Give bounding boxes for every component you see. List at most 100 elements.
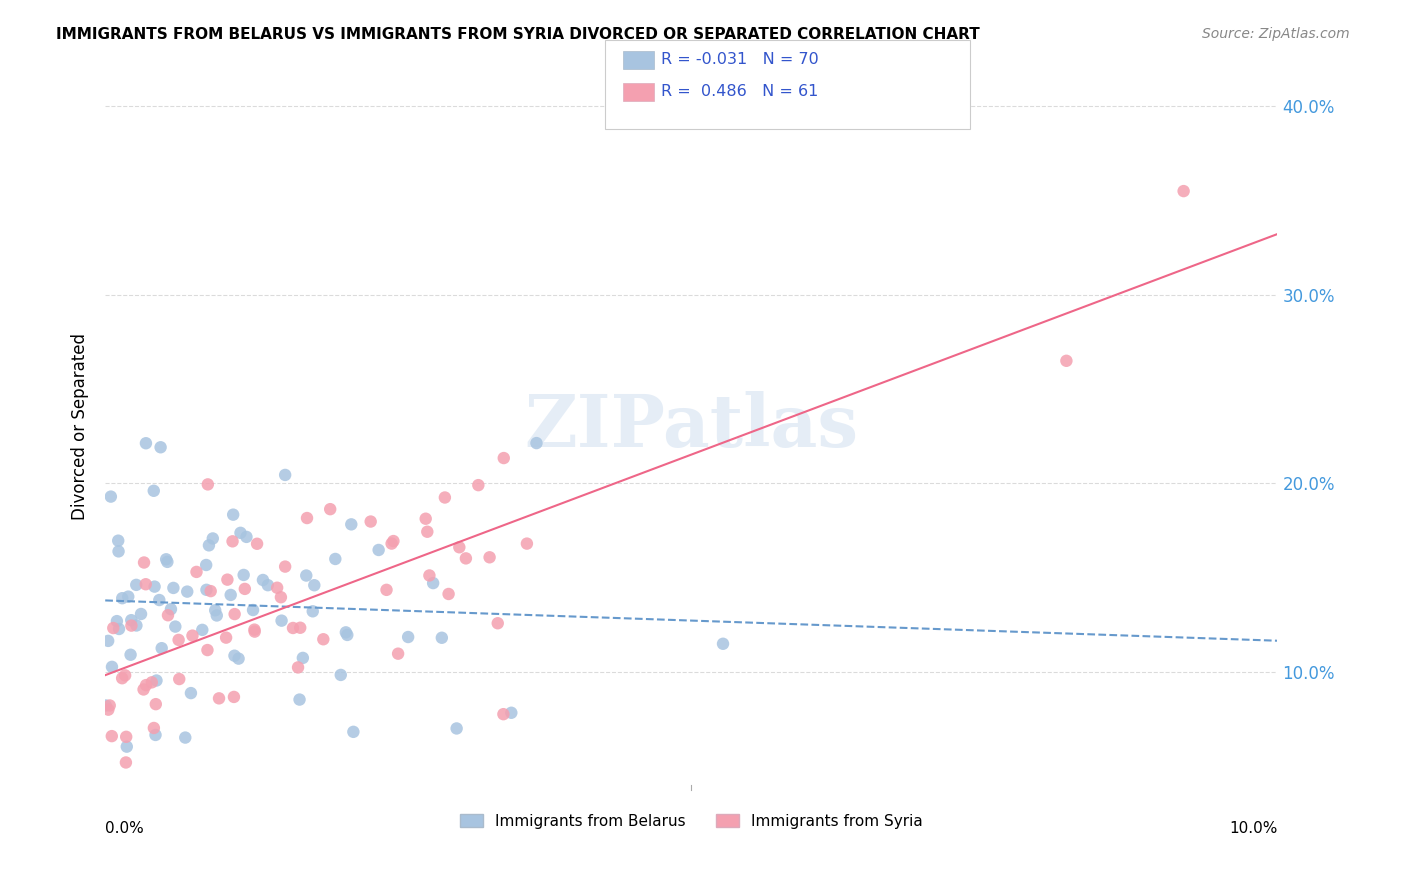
Point (197, 477, 219, 491)
Point (360, 515, 382, 529)
Text: Source: ZipAtlas.com: Source: ZipAtlas.com (1202, 27, 1350, 41)
Point (180, 686, 202, 700)
Point (257, 578, 280, 592)
Point (125, 618, 148, 632)
Point (430, 631, 453, 645)
Point (486, 616, 509, 631)
Point (449, 541, 471, 555)
Point (243, 623, 266, 637)
Point (115, 730, 138, 744)
Legend: Immigrants from Belarus, Immigrants from Syria: Immigrants from Belarus, Immigrants from… (454, 807, 929, 835)
Point (115, 739, 138, 754)
Point (149, 440, 172, 454)
Point (319, 502, 342, 516)
Point (233, 582, 256, 596)
Point (219, 588, 242, 602)
Text: R = -0.031   N = 70: R = -0.031 N = 70 (661, 53, 818, 67)
Point (101, 729, 124, 743)
Point (117, 590, 139, 604)
Text: 10.0%: 10.0% (1229, 821, 1278, 836)
Point (295, 568, 318, 582)
Point (526, 436, 548, 450)
Point (224, 607, 246, 621)
Point (108, 622, 131, 636)
Point (516, 536, 538, 550)
Point (235, 530, 257, 544)
Point (132, 556, 155, 570)
Point (1173, 184, 1195, 198)
Point (312, 632, 335, 647)
Y-axis label: Divorced or Separated: Divorced or Separated (72, 334, 89, 520)
Point (217, 573, 239, 587)
Point (492, 707, 515, 722)
Point (266, 581, 288, 595)
Point (329, 668, 352, 682)
Point (501, 706, 523, 720)
Text: 0.0%: 0.0% (105, 821, 143, 836)
Point (165, 619, 187, 633)
Point (105, 614, 128, 628)
Point (111, 671, 134, 685)
Point (115, 756, 138, 770)
Point (232, 568, 254, 582)
Point (396, 630, 419, 644)
Text: R =  0.486   N = 61: R = 0.486 N = 61 (661, 85, 818, 99)
Point (252, 573, 274, 587)
Point (418, 568, 440, 582)
Point (125, 578, 148, 592)
Point (97, 633, 120, 648)
Point (274, 467, 297, 482)
Point (367, 543, 389, 558)
Point (229, 525, 252, 540)
Point (195, 582, 218, 597)
Point (222, 508, 245, 522)
Point (97, 703, 120, 717)
Point (141, 675, 163, 690)
Point (301, 604, 323, 618)
Point (145, 673, 167, 688)
Point (132, 682, 155, 697)
Point (142, 721, 165, 735)
Point (135, 678, 157, 692)
Point (107, 533, 129, 548)
Point (198, 538, 221, 552)
Point (382, 534, 405, 549)
Point (200, 584, 222, 599)
Point (120, 613, 142, 627)
Point (155, 552, 177, 566)
Point (224, 648, 246, 663)
Point (156, 555, 179, 569)
Point (433, 491, 456, 505)
Text: ZIPatlas: ZIPatlas (524, 392, 859, 462)
Point (222, 690, 245, 704)
Point (98, 698, 121, 713)
Point (181, 629, 204, 643)
Point (335, 625, 357, 640)
Point (221, 534, 243, 549)
Point (204, 603, 226, 617)
Point (160, 602, 183, 616)
Point (120, 618, 142, 632)
Point (281, 621, 304, 635)
Point (176, 584, 198, 599)
Point (197, 643, 219, 657)
Point (437, 587, 460, 601)
Point (246, 537, 269, 551)
Point (174, 731, 197, 745)
Point (242, 603, 264, 617)
Point (111, 591, 134, 606)
Point (208, 691, 231, 706)
Point (291, 651, 314, 665)
Point (167, 632, 190, 647)
Point (416, 524, 439, 539)
Point (228, 651, 250, 665)
Point (120, 648, 142, 662)
Point (375, 582, 398, 597)
Point (323, 552, 346, 566)
Point (336, 628, 359, 642)
Point (454, 551, 477, 566)
Point (467, 478, 489, 492)
Point (422, 576, 444, 591)
Point (270, 591, 292, 605)
Point (205, 608, 228, 623)
